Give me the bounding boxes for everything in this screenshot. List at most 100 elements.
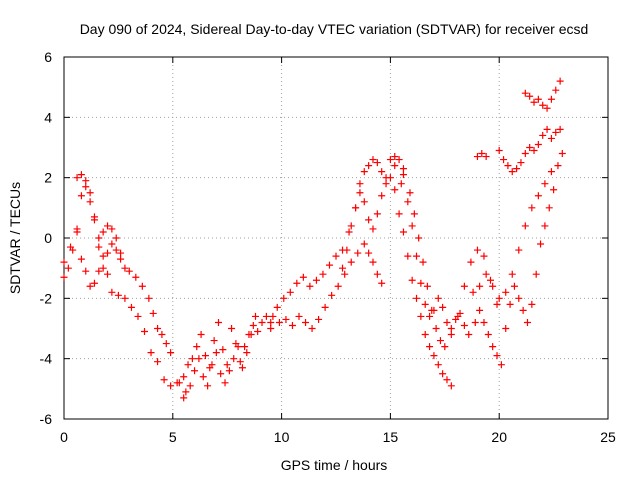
data-point	[280, 294, 288, 302]
series-trace-d	[175, 312, 275, 387]
data-point	[428, 306, 436, 314]
data-point	[399, 165, 407, 173]
data-point	[547, 168, 555, 176]
data-point	[543, 125, 551, 133]
data-point	[319, 270, 327, 278]
data-point	[99, 264, 107, 272]
data-point	[121, 294, 129, 302]
data-point	[125, 267, 133, 275]
data-point	[77, 171, 85, 179]
data-point	[465, 331, 473, 339]
data-point	[526, 92, 534, 100]
data-point	[534, 192, 542, 200]
series-trace-l	[469, 150, 566, 302]
data-point	[234, 343, 242, 351]
data-point	[369, 258, 377, 266]
data-point	[547, 134, 555, 142]
data-point	[480, 318, 488, 326]
data-point	[426, 312, 434, 320]
data-point	[117, 249, 125, 257]
data-point	[489, 282, 497, 290]
data-point	[506, 300, 514, 308]
data-point	[460, 321, 468, 329]
data-point	[399, 228, 407, 236]
data-point	[339, 264, 347, 272]
data-point	[347, 258, 355, 266]
data-point	[82, 267, 90, 275]
data-point	[95, 234, 103, 242]
data-point	[345, 228, 353, 236]
data-point	[267, 325, 275, 332]
series-trace-b	[60, 228, 188, 402]
data-point	[275, 318, 283, 326]
data-point	[554, 162, 562, 170]
data-point	[480, 252, 488, 260]
x-tick-label: 20	[491, 429, 507, 445]
data-point	[417, 312, 425, 320]
series-trace-a	[60, 183, 175, 357]
data-point	[426, 343, 434, 351]
data-point	[539, 101, 547, 109]
data-point	[86, 282, 94, 290]
data-point	[430, 352, 438, 360]
data-point	[395, 210, 403, 218]
data-point	[154, 358, 162, 366]
data-point	[515, 246, 523, 254]
data-point	[421, 331, 429, 339]
data-point	[64, 264, 72, 272]
data-point	[221, 379, 229, 387]
data-point	[241, 343, 249, 351]
data-point	[434, 361, 442, 369]
data-point	[530, 147, 538, 155]
data-point	[543, 104, 551, 112]
data-point	[365, 162, 373, 170]
data-point	[469, 288, 477, 296]
data-point	[217, 370, 225, 378]
data-point	[282, 315, 290, 323]
data-point	[541, 222, 549, 230]
data-point	[321, 303, 329, 311]
data-point	[145, 294, 153, 302]
data-point	[386, 156, 394, 164]
y-tick-label: -6	[40, 411, 53, 427]
data-point	[228, 325, 236, 332]
data-point	[108, 240, 116, 248]
data-point	[399, 171, 407, 179]
data-point	[60, 273, 68, 281]
series-trace-c	[73, 171, 125, 263]
data-point	[199, 373, 207, 381]
data-point	[167, 382, 175, 390]
data-point	[127, 303, 135, 311]
chart-title: Day 090 of 2024, Sidereal Day-to-day VTE…	[80, 21, 589, 37]
data-point	[302, 318, 310, 326]
data-point	[141, 328, 149, 336]
data-point	[408, 276, 416, 284]
x-axis-label: GPS time / hours	[281, 457, 388, 473]
data-point	[112, 246, 120, 254]
data-point	[230, 355, 238, 363]
data-point	[295, 312, 303, 320]
data-point	[212, 349, 220, 357]
data-point	[184, 361, 192, 369]
data-point	[108, 288, 116, 296]
data-point	[528, 204, 536, 212]
data-point	[219, 346, 227, 354]
data-point	[99, 228, 107, 236]
data-point	[121, 264, 129, 272]
data-point	[436, 337, 444, 345]
data-point	[138, 282, 146, 290]
data-point	[191, 367, 199, 375]
data-point	[175, 379, 183, 387]
data-point	[550, 186, 558, 194]
data-point	[489, 343, 497, 351]
data-point	[556, 125, 564, 133]
series-trace-h	[339, 174, 455, 390]
data-point	[308, 325, 316, 332]
data-point	[160, 376, 168, 384]
data-point	[467, 258, 475, 266]
data-point	[147, 349, 155, 357]
data-point	[108, 225, 116, 233]
data-point	[482, 270, 490, 278]
data-point	[258, 318, 266, 326]
data-point	[95, 267, 103, 275]
